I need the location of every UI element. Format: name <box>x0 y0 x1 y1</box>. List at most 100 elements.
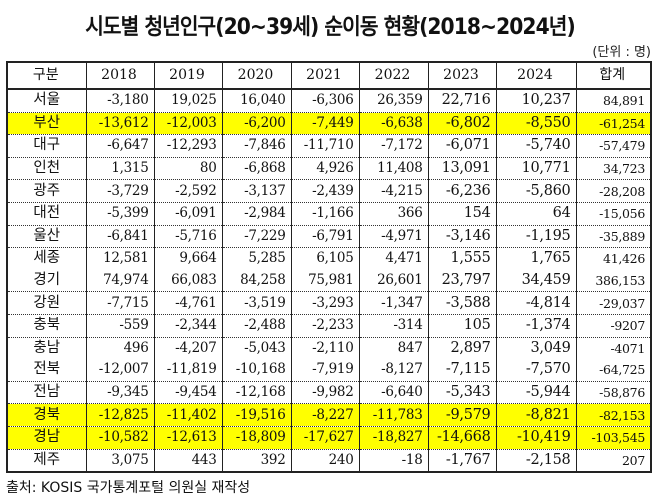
region-cell: 경북 <box>6 403 87 427</box>
total-cell: -28,208 <box>575 179 652 203</box>
migration-table: 구분 2018 2019 2020 2021 2022 2023 2024 합계… <box>6 61 652 474</box>
value-cell: 22,716 <box>427 89 497 113</box>
region-cell: 대전 <box>6 202 87 226</box>
value-cell: -3,146 <box>427 225 497 249</box>
value-cell: -8,227 <box>290 403 360 427</box>
value-cell: -7,449 <box>290 112 360 136</box>
value-cell: -3,180 <box>85 89 155 113</box>
value-cell: -4,761 <box>153 291 223 315</box>
table-row: 충북 -559 -2,344 -2,488 -2,233 -314 105 -1,374 -92… <box>6 314 652 338</box>
total-cell: -82,153 <box>575 403 652 427</box>
value-cell: -1,166 <box>290 202 360 226</box>
value-cell: -2,984 <box>221 202 292 226</box>
value-cell: -4,814 <box>495 291 577 315</box>
value-cell: 10,237 <box>495 89 577 113</box>
total-cell: -61,254 <box>575 112 652 136</box>
value-cell: -6,091 <box>153 202 223 226</box>
value-cell: -8,550 <box>495 112 577 136</box>
value-cell: -7,229 <box>221 225 292 249</box>
table-row: 서울 -3,180 19,025 16,040 -6,306 26,359 22,716 10… <box>6 89 652 113</box>
value-cell: -5,740 <box>495 134 577 158</box>
value-cell: -1,374 <box>495 314 577 338</box>
table-row: 대전 -5,399 -6,091 -2,984 -1,166 366 154 64 -15,05… <box>6 202 652 226</box>
table-row: 경기 74,974 66,083 84,258 75,981 26,601 23,797 34… <box>6 269 652 293</box>
value-cell: 496 <box>85 337 155 360</box>
value-cell: -5,343 <box>427 381 497 405</box>
value-cell: 4,926 <box>290 157 360 181</box>
column-header-2023: 2023 <box>427 62 497 90</box>
value-cell: -3,729 <box>85 179 155 203</box>
region-cell: 경기 <box>6 269 87 293</box>
table-row: 강원 -7,715 -4,761 -3,519 -3,293 -1,347 -3,588 -4… <box>6 291 652 315</box>
value-cell: 64 <box>495 202 577 226</box>
value-cell: -10,168 <box>221 359 292 382</box>
value-cell: 392 <box>221 449 292 473</box>
table-row: 전북 -12,007 -11,819 -10,168 -7,919 -8,127 -7,11… <box>6 359 652 382</box>
value-cell: -7,172 <box>358 134 429 158</box>
value-cell: 74,974 <box>85 269 155 293</box>
total-cell: 41,426 <box>575 247 652 270</box>
table-row: 울산 -6,841 -5,716 -7,229 -6,791 -4,971 -3,146 -1… <box>6 225 652 249</box>
value-cell: 154 <box>427 202 497 226</box>
table-row: 광주 -3,729 -2,592 -3,137 -2,439 -4,215 -6,236 -5… <box>6 179 652 203</box>
region-cell: 광주 <box>6 179 87 203</box>
value-cell: -5,043 <box>221 337 292 360</box>
value-cell: -5,860 <box>495 179 577 203</box>
value-cell: -8,127 <box>358 359 429 382</box>
value-cell: 26,359 <box>358 89 429 113</box>
value-cell: -6,306 <box>290 89 360 113</box>
value-cell: -6,236 <box>427 179 497 203</box>
total-cell: 84,891 <box>575 89 652 113</box>
value-cell: -3,519 <box>221 291 292 315</box>
total-cell: -4071 <box>575 337 652 360</box>
value-cell: -14,668 <box>427 426 497 450</box>
value-cell: -3,137 <box>221 179 292 203</box>
table-row: 제주 3,075 443 392 240 -18 -1,767 -2,158 207 <box>6 449 652 473</box>
value-cell: 19,025 <box>153 89 223 113</box>
total-cell: -35,889 <box>575 225 652 249</box>
value-cell: -12,293 <box>153 134 223 158</box>
value-cell: 10,771 <box>495 157 577 181</box>
value-cell: -17,627 <box>290 426 360 450</box>
value-cell: -18,809 <box>221 426 292 450</box>
value-cell: 75,981 <box>290 269 360 293</box>
total-cell: -64,725 <box>575 359 652 382</box>
value-cell: -6,638 <box>358 112 429 136</box>
value-cell: -6,791 <box>290 225 360 249</box>
table-row: 전남 -9,345 -9,454 -12,168 -9,982 -6,640 -5,343-… <box>6 381 652 405</box>
value-cell: -2,344 <box>153 314 223 338</box>
region-cell: 부산 <box>6 112 87 136</box>
value-cell: -11,819 <box>153 359 223 382</box>
table-header-row: 구분 2018 2019 2020 2021 2022 2023 2024 합계 <box>6 62 652 90</box>
value-cell: -12,825 <box>85 403 155 427</box>
value-cell: 80 <box>153 157 223 181</box>
value-cell: -4,215 <box>358 179 429 203</box>
value-cell: -1,195 <box>495 225 577 249</box>
table-row: 세종 12,581 9,664 5,285 6,105 4,471 1,555 1,765 41… <box>6 247 652 270</box>
value-cell: -2,233 <box>290 314 360 338</box>
total-cell: 207 <box>575 449 652 473</box>
region-cell: 인천 <box>6 157 87 181</box>
value-cell: 6,105 <box>290 247 360 270</box>
value-cell: -5,716 <box>153 225 223 249</box>
value-cell: -1,347 <box>358 291 429 315</box>
value-cell: 5,285 <box>221 247 292 270</box>
value-cell: -2,592 <box>153 179 223 203</box>
region-cell: 세종 <box>6 247 87 270</box>
value-cell: -2,158 <box>495 449 577 473</box>
value-cell: -6,841 <box>85 225 155 249</box>
value-cell: -4,207 <box>153 337 223 360</box>
value-cell: -2,488 <box>221 314 292 338</box>
value-cell: 1,765 <box>495 247 577 270</box>
value-cell: -8,821 <box>495 403 577 427</box>
table-row: 부산 -13,612 -12,003 -6,200 -7,449 -6,638 -6,802… <box>6 112 652 136</box>
value-cell: -6,868 <box>221 157 292 181</box>
value-cell: -9,345 <box>85 381 155 405</box>
value-cell: 105 <box>427 314 497 338</box>
column-header-2019: 2019 <box>153 62 223 90</box>
value-cell: 84,258 <box>221 269 292 293</box>
value-cell: -10,419 <box>495 426 577 450</box>
total-cell: -57,479 <box>575 134 652 158</box>
value-cell: 23,797 <box>427 269 497 293</box>
region-cell: 대구 <box>6 134 87 158</box>
